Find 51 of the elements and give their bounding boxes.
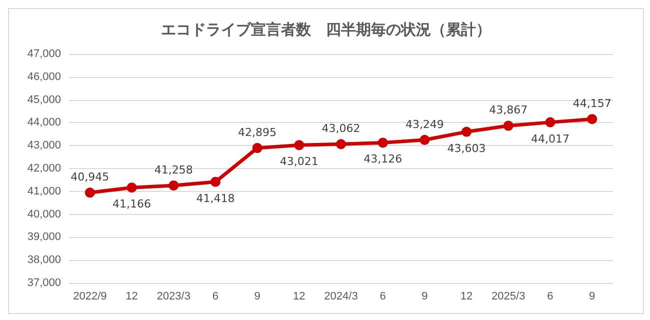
data-label: 41,258 [154,163,193,176]
data-label: 41,418 [196,192,235,205]
point [84,188,95,198]
data-label: 40,945 [70,170,110,184]
chart-title: エコドライブ宣言者数 四半期毎の状況（累計） [161,20,491,38]
data-label: 44,017 [530,132,570,146]
data-label: 42,895 [238,126,277,140]
point [420,134,430,145]
y-tick-label: 40,000 [27,208,61,220]
y-tick-label: 47,000 [27,48,61,60]
point [503,120,514,131]
point [252,143,262,153]
point [545,117,556,128]
point [378,138,388,148]
data-label: 43,062 [322,122,360,136]
x-tick-label: 9 [589,290,596,302]
point [336,139,346,150]
data-label: 41,166 [112,198,152,211]
x-tick-label: 2024/3 [324,290,358,302]
y-tick-label: 39,000 [27,231,61,244]
x-tick-label: 9 [422,290,428,302]
y-tick-label: 37,000 [27,277,61,289]
data-label: 43,603 [447,142,486,155]
x-tick-label: 6 [380,290,386,302]
point [210,176,220,187]
point [294,140,304,150]
y-tick-label: 42,000 [27,162,61,174]
point [587,114,598,124]
data-label: 43,867 [489,104,528,117]
point [168,180,179,190]
y-tick-label: 41,000 [27,185,61,198]
data-label: 43,021 [280,155,318,168]
x-tick-label: 6 [547,290,554,302]
point [462,126,472,137]
y-tick-label: 46,000 [27,70,61,83]
data-label: 44,157 [572,97,612,110]
data-label: 43,249 [405,118,444,131]
y-tick-label: 44,000 [27,116,61,129]
x-tick-label: 12 [460,290,473,302]
x-tick-label: 2022/9 [73,290,107,302]
x-tick-label: 12 [293,290,306,302]
data-label: 43,126 [364,152,402,166]
y-tick-label: 38,000 [27,254,61,266]
x-tick-label: 12 [126,290,138,302]
y-tick-label: 43,000 [27,140,61,152]
y-tick-label: 45,000 [27,94,61,106]
point [126,182,137,193]
x-tick-label: 2025/3 [492,290,526,302]
x-tick-label: 9 [254,290,260,302]
x-tick-label: 6 [212,290,219,302]
x-tick-label: 2023/3 [156,290,190,302]
